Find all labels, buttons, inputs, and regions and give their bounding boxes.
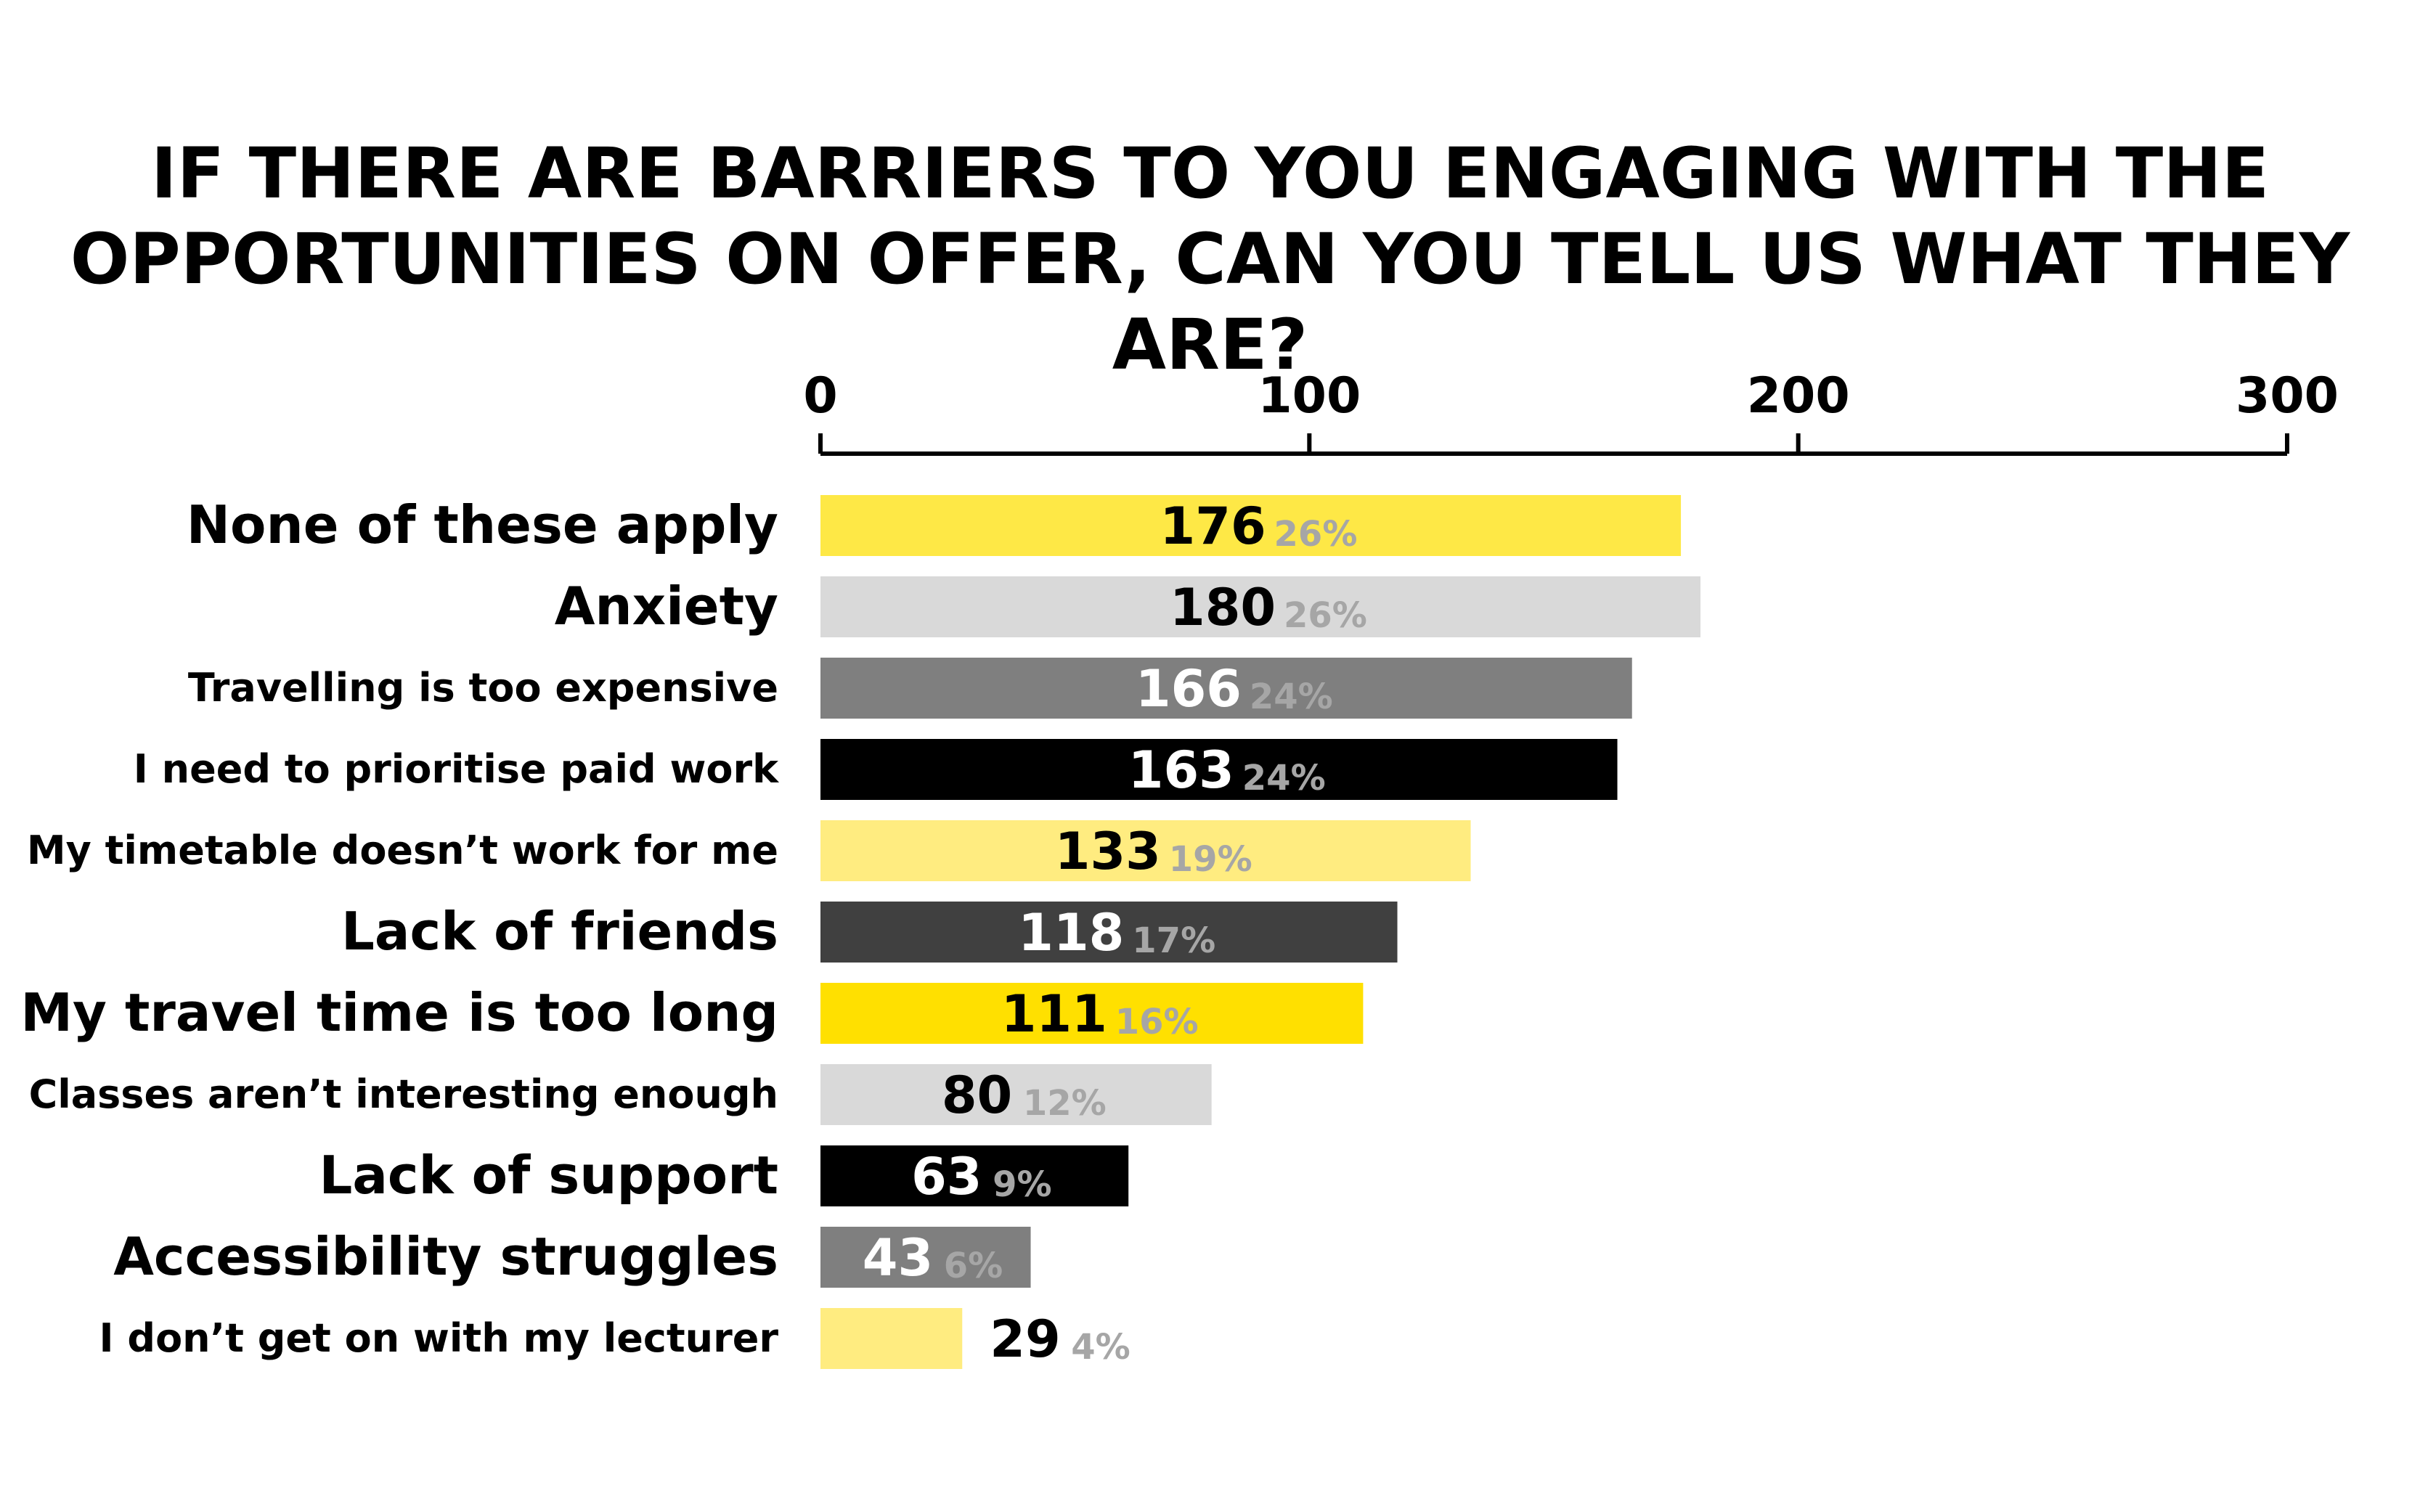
bar [820,495,1682,556]
value-label: 80 [942,1066,1012,1125]
percent-label: 9% [993,1164,1052,1205]
bar [820,739,1618,800]
bar [820,820,1471,881]
bar [820,1064,1212,1125]
category-label: My travel time is too long [20,982,778,1043]
category-label: Lack of support [319,1145,778,1206]
percent-label: 26% [1274,514,1358,555]
value-label: 118 [1018,903,1124,963]
percent-label: 12% [1023,1083,1107,1124]
category-label: Classes aren’t interesting enough [29,1071,778,1117]
percent-label: 16% [1115,1002,1199,1042]
percent-label: 6% [944,1246,1003,1286]
category-label: I don’t get on with my lecturer [99,1315,779,1361]
value-label: 180 [1170,578,1276,637]
category-label: Anxiety [555,576,778,637]
value-label: 43 [863,1228,933,1288]
category-label: I need to prioritise paid work [134,746,779,792]
category-labels-group: None of these apply 176 26%Anxiety 180 26%Tr… [20,494,1367,1369]
value-label: 176 [1160,496,1266,556]
value-label: 29 [990,1309,1060,1369]
percent-label: 17% [1132,920,1215,961]
bar [820,983,1364,1044]
bar [820,902,1398,963]
value-label: 133 [1055,822,1161,881]
chart-title-line-2: OPPORTUNITIES ON OFFER, CAN YOU TELL US … [70,218,2350,385]
x-tick-label: 0 [803,367,837,425]
category-label: Accessibility struggles [113,1226,778,1287]
percent-label: 26% [1284,595,1367,636]
percent-label: 19% [1169,839,1252,880]
value-label: 163 [1128,740,1234,800]
value-label: 63 [911,1147,982,1206]
bar [820,658,1632,719]
bar [820,1227,1031,1288]
chart-title-line-1: IF THERE ARE BARRIERS TO YOU ENGAGING WI… [150,133,2270,214]
chart-title: IF THERE ARE BARRIERS TO YOU ENGAGING WI… [0,131,2420,388]
bar [820,576,1700,637]
bars-group [820,495,1700,1369]
percent-label: 24% [1242,758,1326,798]
category-label: Travelling is too expensive [188,665,778,711]
category-label: My timetable doesn’t work for me [27,827,778,873]
percent-label: 4% [1071,1327,1130,1368]
x-tick-label: 100 [1258,367,1361,425]
x-axis: 0 100 200 300 [803,367,2339,456]
x-tick-label: 200 [1747,367,1850,425]
bar [820,1308,963,1369]
value-label: 166 [1136,659,1242,719]
x-tick-label: 300 [2236,367,2339,425]
percent-label: 24% [1250,677,1333,717]
bar [820,1145,1129,1206]
category-label: Lack of friends [341,901,778,962]
category-label: None of these apply [187,494,778,555]
value-label: 111 [1001,984,1107,1044]
